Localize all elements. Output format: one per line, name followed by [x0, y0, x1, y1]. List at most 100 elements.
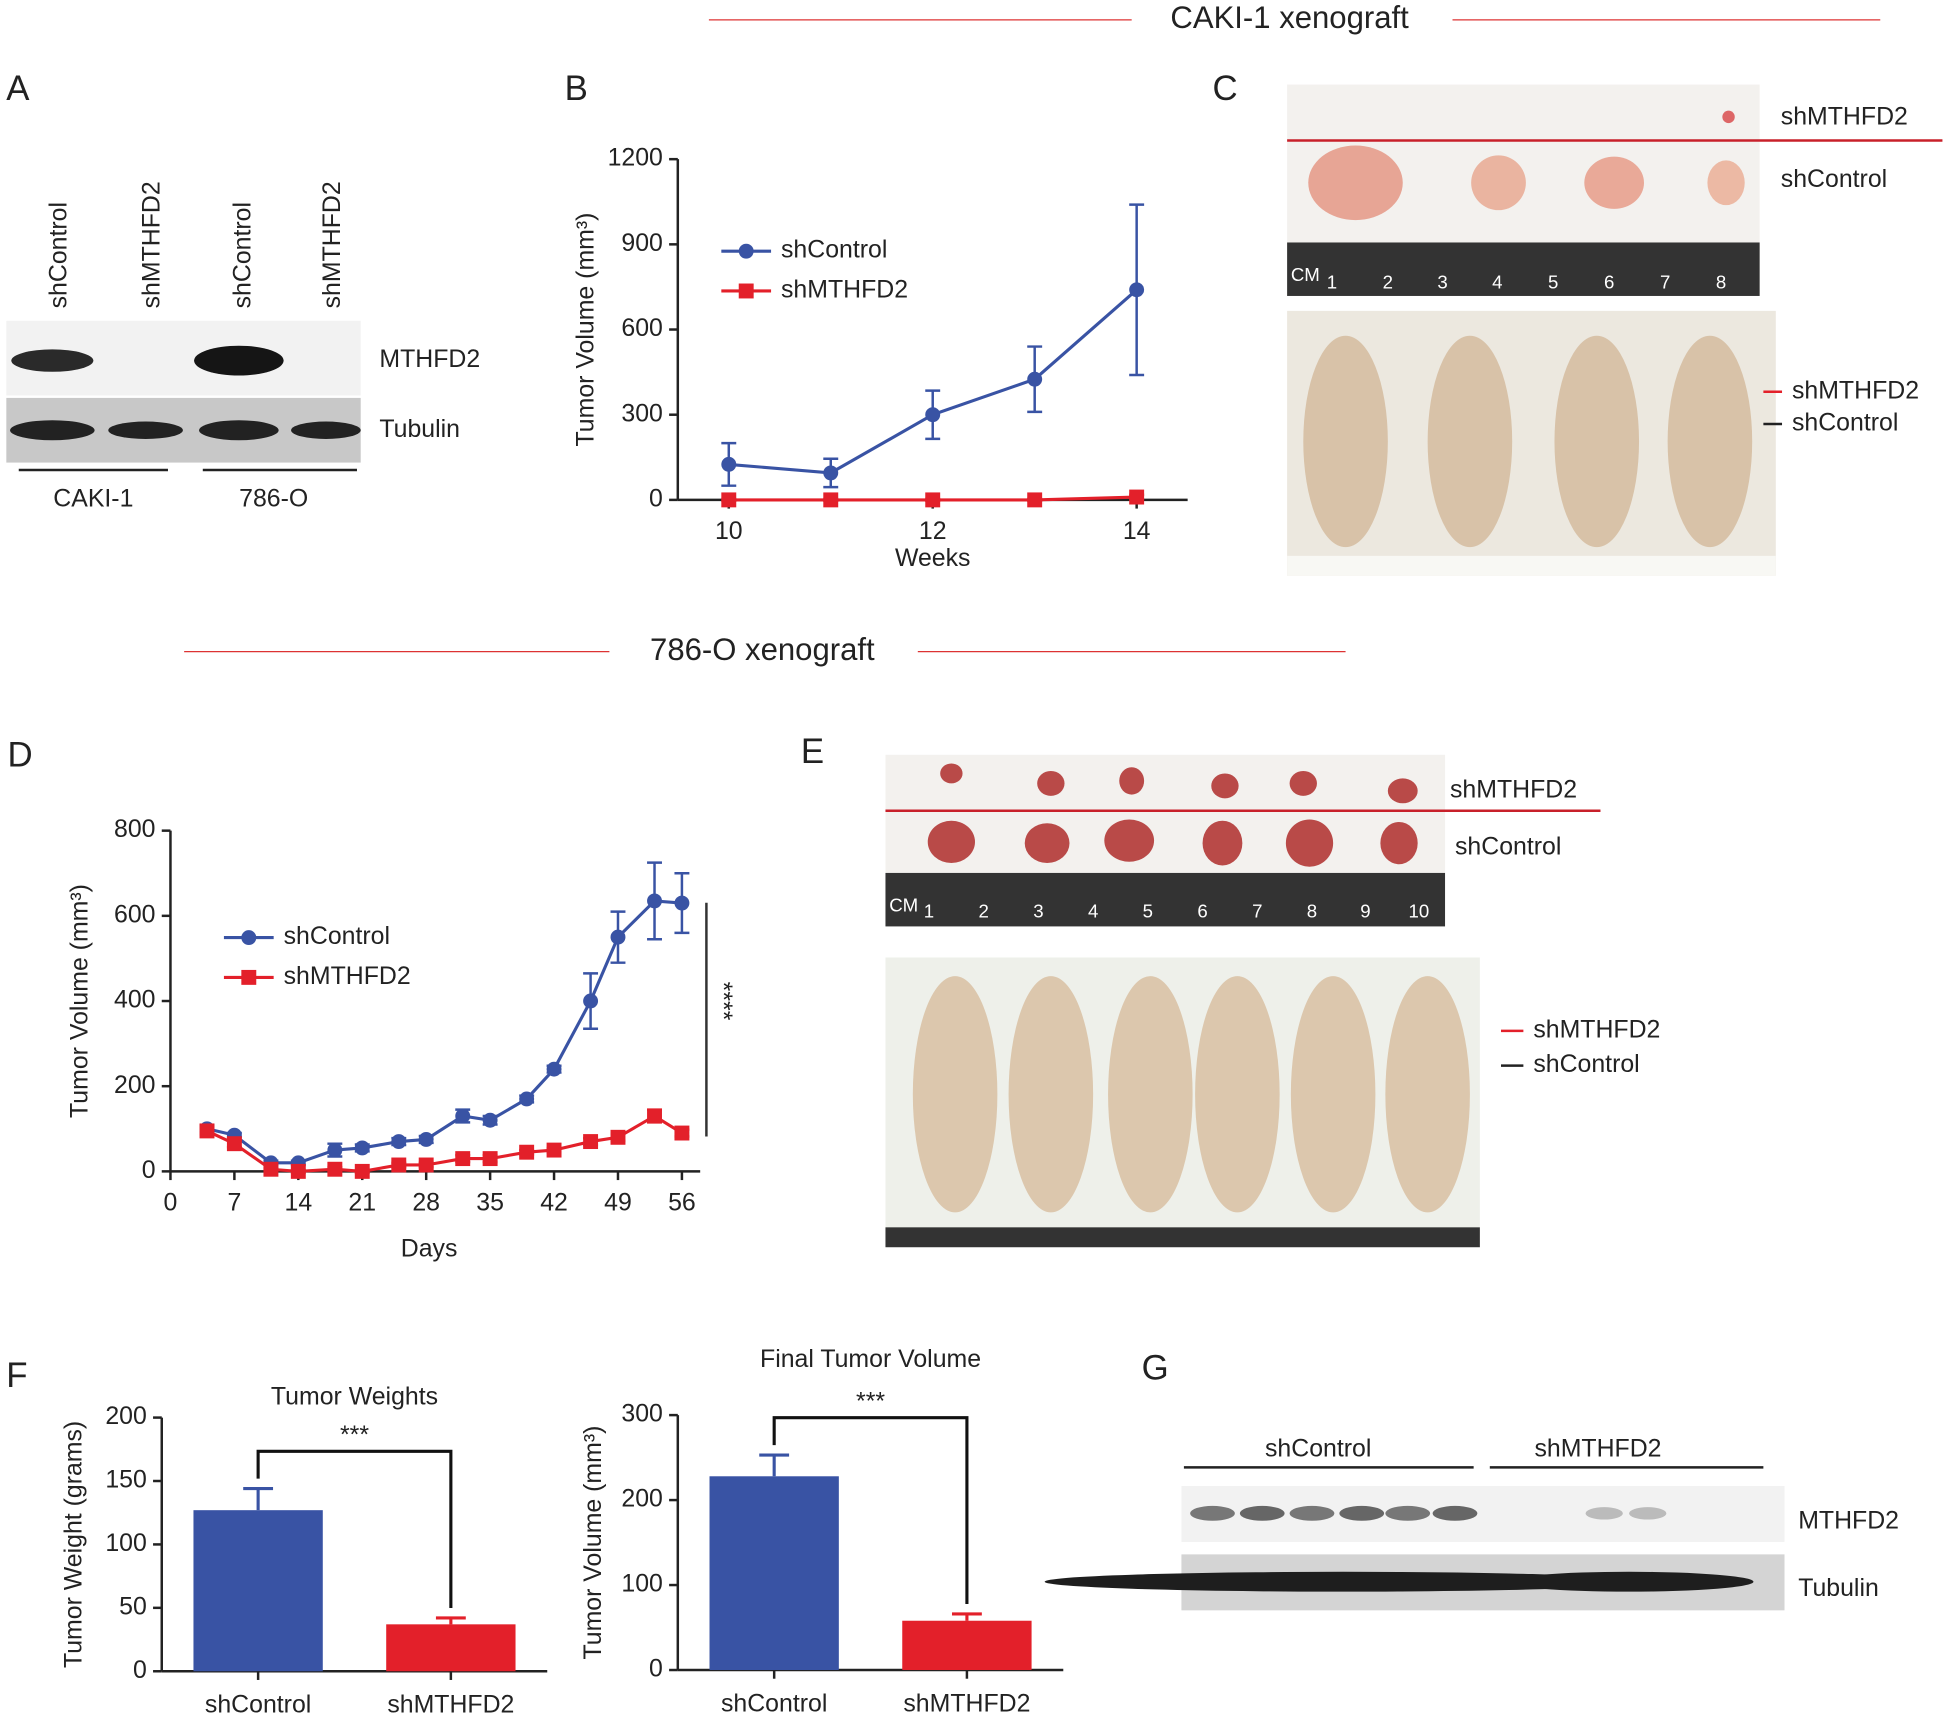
band	[1190, 1505, 1235, 1521]
bar	[709, 1476, 839, 1671]
legend-label: shControl	[1792, 409, 1898, 437]
tumor	[1387, 778, 1418, 804]
y-tick-label: 100	[621, 1570, 662, 1598]
band	[1339, 1505, 1385, 1521]
marker	[455, 1108, 471, 1124]
header: CAKI-1 xenograft	[1170, 0, 1409, 35]
marker	[647, 1108, 662, 1124]
y-axis-label: Tumor Volume (mm³)	[579, 1426, 607, 1660]
y-tick-label: 0	[142, 1156, 156, 1184]
y-axis-label: Tumor Volume (mm³)	[572, 213, 600, 447]
ruler-label: 2	[979, 901, 989, 922]
ruler-label: 10	[1409, 901, 1430, 922]
panel-letter: E	[801, 732, 824, 771]
legend-label: shMTHFD2	[781, 276, 908, 304]
marker	[455, 1151, 471, 1167]
ruler-label: 6	[1604, 271, 1614, 292]
marker	[583, 993, 599, 1009]
legend-label: shMTHFD2	[284, 962, 411, 990]
band	[1289, 1505, 1335, 1521]
significance-bracket	[772, 1416, 969, 1604]
marker	[925, 407, 941, 423]
marker	[418, 1131, 434, 1147]
x-tick-label: shMTHFD2	[903, 1689, 1030, 1717]
band	[194, 345, 284, 376]
y-tick-label: 300	[621, 1400, 662, 1428]
band	[1044, 1571, 1642, 1592]
band	[108, 421, 183, 439]
error-bar	[435, 1616, 466, 1625]
panel-letter: B	[565, 69, 588, 108]
y-tick-label: 0	[649, 484, 663, 512]
bar	[193, 1510, 323, 1672]
y-axis-label: Tumor Weight (grams)	[59, 1421, 87, 1668]
x-tick-label: 35	[476, 1188, 504, 1216]
x-tick-label: 28	[412, 1188, 440, 1216]
panel-letter: A	[6, 69, 30, 108]
marker	[519, 1144, 535, 1160]
y-tick-label: 50	[119, 1592, 147, 1620]
band	[10, 420, 95, 441]
marker	[354, 1140, 370, 1156]
x-tick-label: 49	[604, 1188, 632, 1216]
error-bar	[951, 1612, 982, 1621]
ruler-label: 6	[1197, 901, 1207, 922]
tumor	[1380, 821, 1418, 865]
error-bar	[243, 1487, 274, 1511]
marker	[925, 492, 941, 508]
y-tick-label: 1200	[608, 144, 663, 172]
series-line	[206, 899, 683, 1165]
x-tick-label: 10	[715, 517, 743, 545]
mouse	[1008, 976, 1094, 1213]
y-tick-label: 0	[133, 1656, 147, 1684]
bar	[386, 1624, 516, 1672]
ruler-label: 7	[1660, 271, 1670, 292]
chart-title: Tumor Weights	[271, 1382, 438, 1410]
x-tick-label: 21	[348, 1188, 376, 1216]
tumor	[1707, 160, 1745, 206]
y-tick-label: 0	[649, 1655, 663, 1683]
band	[11, 349, 94, 372]
marker	[721, 456, 737, 472]
tumor	[1289, 770, 1317, 796]
band	[1385, 1505, 1431, 1521]
x-tick-label: 14	[284, 1188, 312, 1216]
tumor	[1211, 773, 1239, 799]
tumor	[1722, 110, 1735, 124]
x-tick-label: shMTHFD2	[387, 1691, 514, 1719]
band	[1239, 1505, 1285, 1521]
mouse	[1385, 976, 1470, 1213]
marker	[738, 243, 754, 259]
lane-label: shControl	[228, 202, 256, 308]
marker	[241, 969, 257, 985]
marker	[241, 930, 257, 946]
ruler-label: 2	[1383, 271, 1393, 292]
marker	[1027, 492, 1043, 508]
y-tick-label: 600	[114, 900, 155, 928]
tumor	[1285, 819, 1334, 867]
marker	[1027, 371, 1043, 387]
ruler-label: 4	[1088, 901, 1098, 922]
ruler	[1287, 242, 1760, 296]
band	[1629, 1507, 1667, 1520]
marker	[674, 895, 690, 911]
marker	[391, 1134, 407, 1150]
ruler-label: 1	[924, 901, 934, 922]
marker	[647, 893, 662, 909]
significance: ****	[709, 982, 737, 1021]
y-axis-label: Tumor Volume (mm³)	[65, 884, 93, 1118]
marker	[546, 1142, 562, 1158]
series-line	[728, 288, 1138, 475]
mouse	[1290, 976, 1376, 1213]
ruler	[1287, 555, 1776, 576]
mouse	[1195, 976, 1280, 1213]
marker	[721, 492, 737, 508]
group-label: CAKI-1	[53, 484, 133, 512]
blot-a: shControl shMTHFD2 shControl shMTHFD2 MT…	[6, 181, 480, 512]
ruler	[885, 872, 1446, 927]
marker	[823, 492, 839, 508]
ruler-label: 7	[1252, 901, 1262, 922]
marker	[823, 465, 839, 481]
y-tick-label: 900	[621, 229, 662, 257]
